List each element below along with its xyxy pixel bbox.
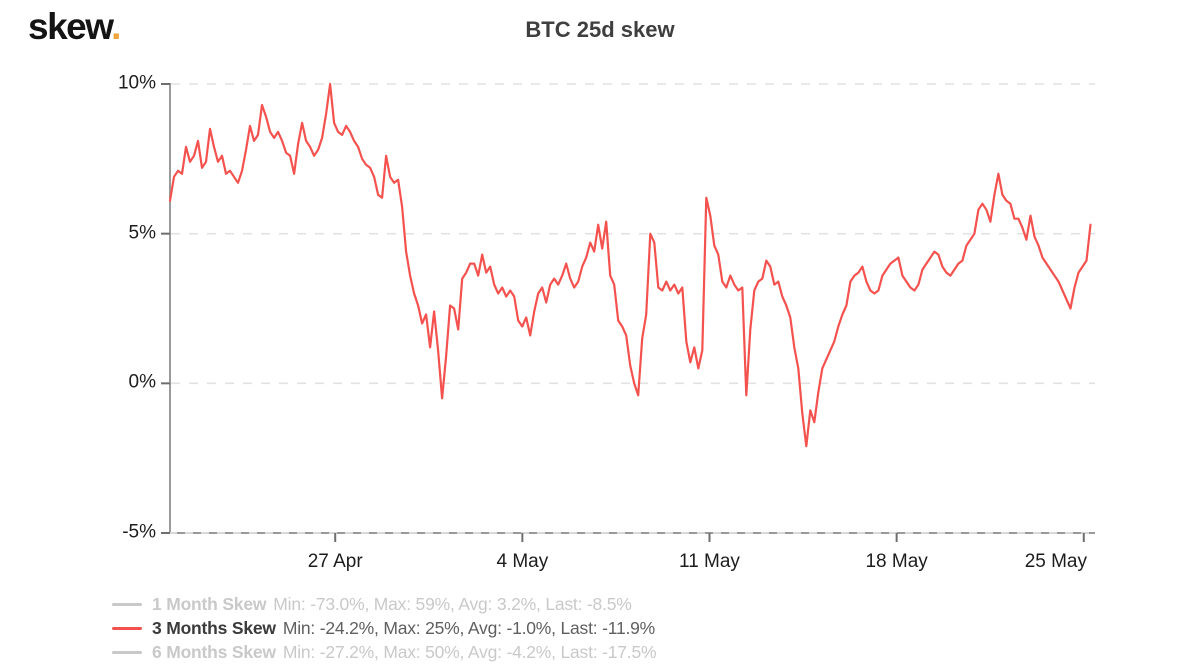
skew-logo: skew.: [28, 6, 121, 48]
legend-item-1-month-skew[interactable]: 1 Month Skew Min: -73.0%, Max: 59%, Avg:…: [112, 592, 656, 616]
y-axis-label-10%: 10%: [117, 72, 156, 94]
legend-series-stats: Min: -27.2%, Max: 50%, Avg: -4.2%, Last:…: [282, 641, 657, 662]
legend-dash-icon: [112, 650, 142, 654]
legend-series-stats: Min: -73.0%, Max: 59%, Avg: 3.2%, Last: …: [273, 593, 632, 614]
x-axis-label-27-Apr: 27 Apr: [307, 551, 363, 572]
legend-series-name: 3 Months Skew: [152, 617, 276, 638]
x-axis-label-18-May: 18 May: [865, 551, 928, 572]
legend-dash-icon: [112, 602, 142, 606]
y-axis-label-0%: 0%: [128, 371, 156, 393]
x-axis-label-11-May: 11 May: [679, 551, 740, 572]
y-axis-label--5%: -5%: [122, 521, 156, 543]
legend-dash-icon: [112, 626, 142, 630]
x-axis-label-4-May: 4 May: [496, 551, 549, 572]
legend-item-3-months-skew[interactable]: 3 Months Skew Min: -24.2%, Max: 25%, Avg…: [112, 616, 656, 640]
legend-series-name: 1 Month Skew: [152, 593, 267, 614]
chart-title: BTC 25d skew: [525, 17, 675, 42]
skew-logo-text: skew: [28, 6, 113, 47]
skew-logo-dot: .: [111, 6, 121, 47]
legend-series-name: 6 Months Skew: [152, 641, 276, 662]
series-line-3-months-skew: [168, 82, 1092, 448]
legend-series-stats: Min: -24.2%, Max: 25%, Avg: -1.0%, Last:…: [282, 617, 656, 638]
chart-legend: 1 Month Skew Min: -73.0%, Max: 59%, Avg:…: [112, 592, 657, 664]
x-axis-label-25-May: 25 May: [1024, 551, 1087, 572]
y-axis-label-5%: 5%: [128, 222, 156, 244]
legend-item-6-months-skew[interactable]: 6 Months Skew Min: -27.2%, Max: 50%, Avg…: [112, 640, 657, 664]
